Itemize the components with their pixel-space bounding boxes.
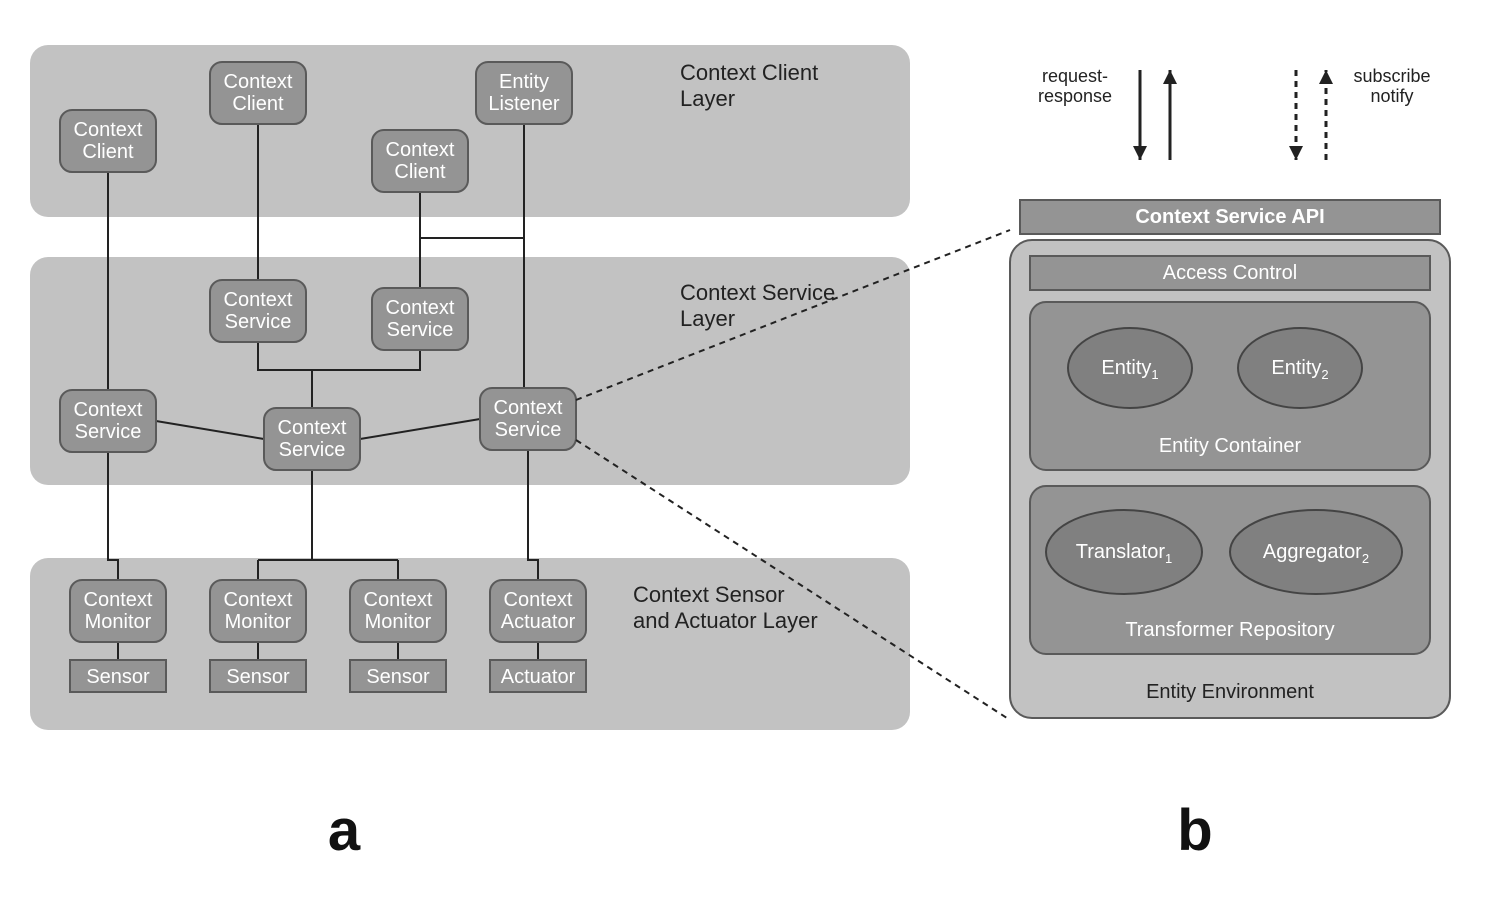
svg-text:Service: Service bbox=[387, 319, 454, 341]
svg-text:Service: Service bbox=[279, 439, 346, 461]
layer-sensor-label: Context Sensor bbox=[633, 582, 785, 607]
panel-a-label: a bbox=[328, 798, 361, 863]
svg-text:Entity: Entity bbox=[499, 71, 549, 93]
entity-ellipse-label-0: Entity1 bbox=[1101, 357, 1158, 382]
svg-text:Context: Context bbox=[224, 289, 293, 311]
svg-text:Sensor: Sensor bbox=[86, 666, 150, 688]
sub-down-head bbox=[1289, 146, 1303, 160]
svg-text:Monitor: Monitor bbox=[225, 611, 292, 633]
svg-text:Context: Context bbox=[74, 119, 143, 141]
svg-text:Service: Service bbox=[225, 311, 292, 333]
transformer-box-label: Transformer Repository bbox=[1125, 619, 1334, 641]
svg-text:Context: Context bbox=[386, 297, 455, 319]
svg-text:Monitor: Monitor bbox=[85, 611, 152, 633]
layer-service-label: Layer bbox=[680, 306, 735, 331]
svg-text:Context: Context bbox=[494, 397, 563, 419]
entity-ellipse-label-1: Entity2 bbox=[1271, 357, 1328, 382]
layer-sensor-label: and Actuator Layer bbox=[633, 608, 818, 633]
arrow-right-label: subscribe bbox=[1353, 66, 1430, 86]
req-down-head bbox=[1133, 146, 1147, 160]
svg-text:Client: Client bbox=[394, 161, 446, 183]
svg-text:Context: Context bbox=[84, 589, 153, 611]
svg-text:Context: Context bbox=[224, 71, 293, 93]
notify-up-head bbox=[1319, 70, 1333, 84]
api-bar-label: Context Service API bbox=[1135, 206, 1324, 228]
arrow-left-label: response bbox=[1038, 86, 1112, 106]
transformer-ellipse-label-1: Aggregator2 bbox=[1263, 541, 1369, 566]
svg-text:Context: Context bbox=[364, 589, 433, 611]
svg-text:Sensor: Sensor bbox=[226, 666, 290, 688]
svg-text:Service: Service bbox=[75, 421, 142, 443]
panel-b-label: b bbox=[1177, 798, 1212, 863]
access-control-label: Access Control bbox=[1163, 262, 1298, 284]
svg-text:Service: Service bbox=[495, 419, 562, 441]
diagram-root: Context ClientLayerContext ServiceLayerC… bbox=[0, 0, 1491, 924]
arrow-right-label: notify bbox=[1370, 86, 1413, 106]
svg-text:Sensor: Sensor bbox=[366, 666, 430, 688]
entity-container-label: Entity Container bbox=[1159, 435, 1302, 457]
layer-service-label: Context Service bbox=[680, 280, 835, 305]
entity-environment-label: Entity Environment bbox=[1146, 681, 1314, 703]
layer-client-label: Layer bbox=[680, 86, 735, 111]
svg-text:Context: Context bbox=[386, 139, 455, 161]
transformer-ellipse-label-0: Translator1 bbox=[1076, 541, 1173, 566]
svg-text:Context: Context bbox=[278, 417, 347, 439]
svg-text:Listener: Listener bbox=[488, 93, 559, 115]
svg-text:Context: Context bbox=[224, 589, 293, 611]
resp-up-head bbox=[1163, 70, 1177, 84]
layer-client-label: Context Client bbox=[680, 60, 818, 85]
svg-text:Monitor: Monitor bbox=[365, 611, 432, 633]
svg-text:Client: Client bbox=[82, 141, 134, 163]
svg-text:Context: Context bbox=[504, 589, 573, 611]
svg-text:Client: Client bbox=[232, 93, 284, 115]
arrow-left-label: request- bbox=[1042, 66, 1108, 86]
svg-text:Actuator: Actuator bbox=[501, 611, 576, 633]
svg-text:Context: Context bbox=[74, 399, 143, 421]
svg-text:Actuator: Actuator bbox=[501, 666, 576, 688]
